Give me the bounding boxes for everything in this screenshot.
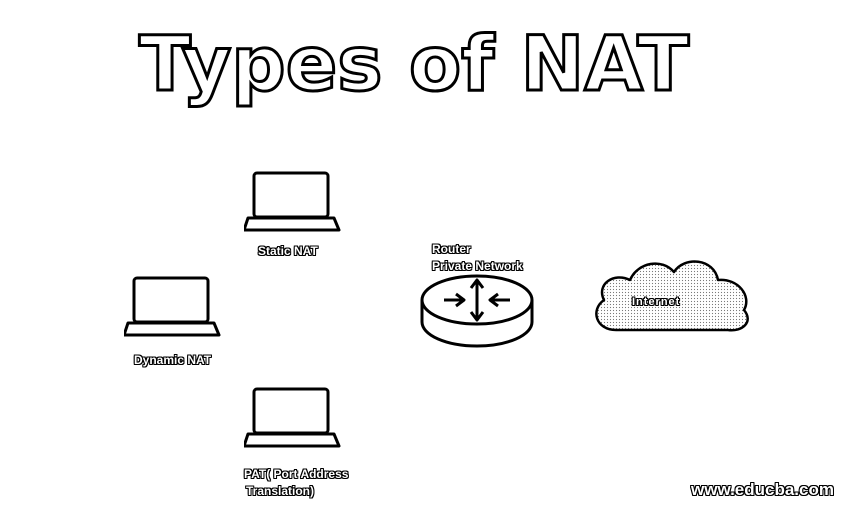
pat-label-line1: PAT( Port Address [244, 467, 349, 481]
title-outline-text: Types of NAT [137, 22, 690, 110]
pat-label-line2: Translation) [246, 484, 315, 498]
cloud-icon [595, 260, 749, 332]
internet-cloud: Internet [588, 252, 754, 336]
laptop-icon [122, 276, 221, 337]
laptop-icon [242, 387, 341, 448]
title-text: Types of NAT [139, 22, 689, 108]
static-nat-label: Static NAT [258, 244, 318, 258]
dynamic-nat-label: Dynamic NAT [134, 353, 212, 367]
laptop-dynamic-nat [122, 273, 224, 343]
watermark: www.educba.com [691, 480, 834, 499]
laptop-static-nat [242, 168, 344, 238]
internet-label: Internet [632, 296, 681, 308]
router-label-line2: Private Network [432, 259, 523, 273]
laptop-pat [242, 384, 344, 454]
router-icon [420, 274, 534, 348]
router-label-line1: Router [432, 242, 471, 256]
laptop-icon [242, 171, 341, 232]
router [418, 270, 536, 352]
